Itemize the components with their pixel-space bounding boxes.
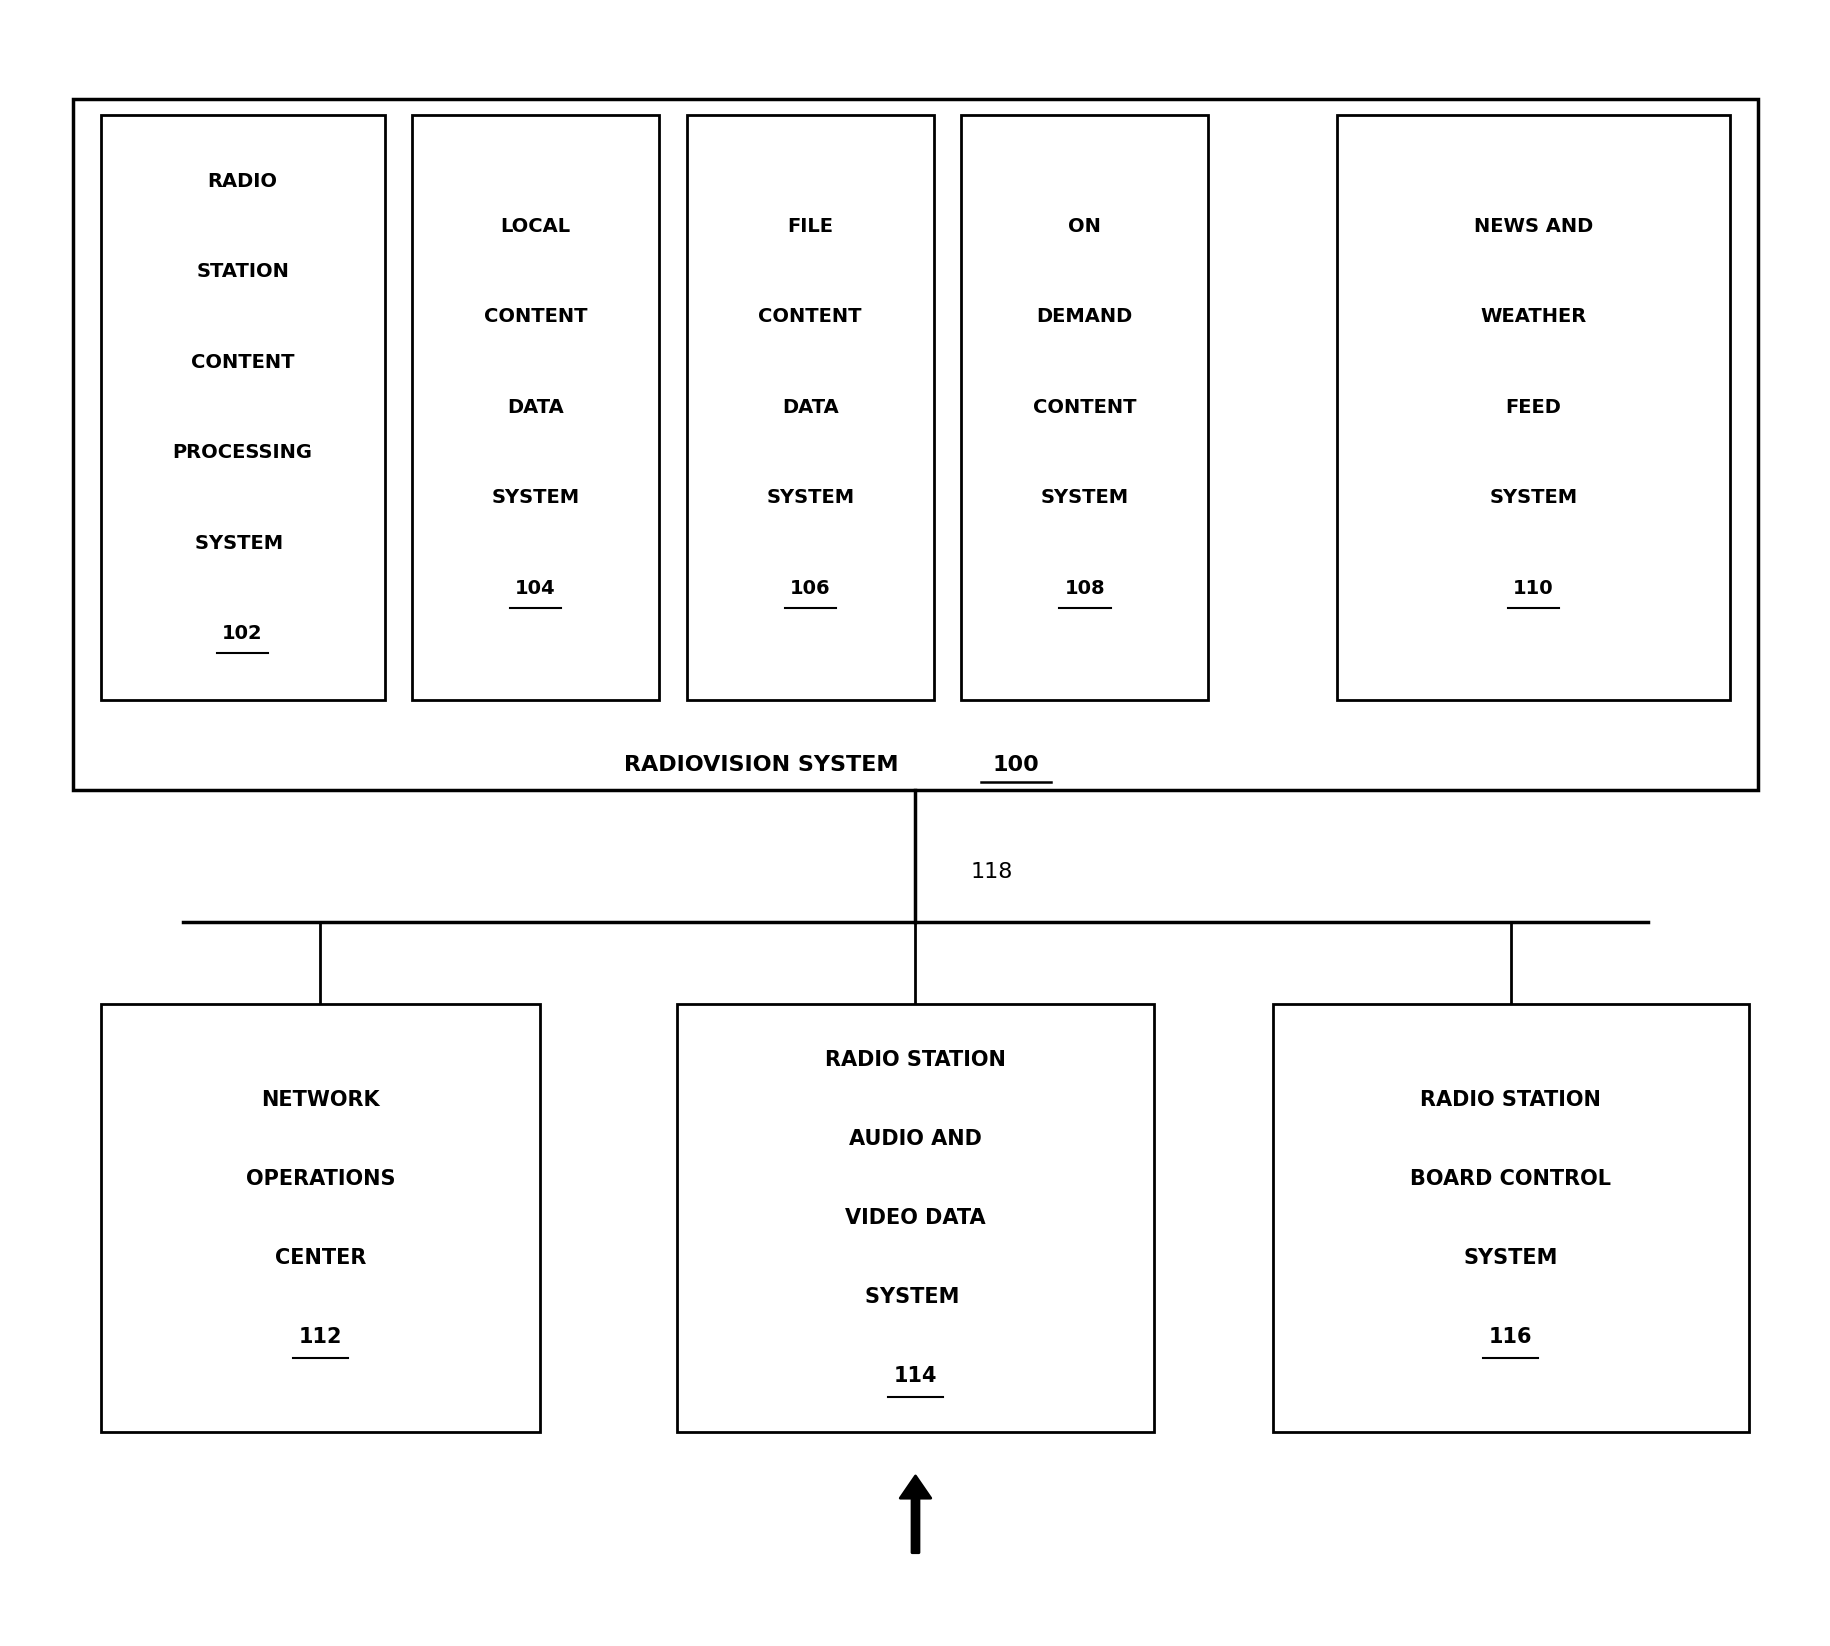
Text: OPERATIONS: OPERATIONS xyxy=(245,1169,395,1188)
Text: AUDIO AND: AUDIO AND xyxy=(849,1129,981,1149)
Text: SYSTEM: SYSTEM xyxy=(196,533,289,553)
Text: WEATHER: WEATHER xyxy=(1479,308,1587,326)
Text: SYSTEM: SYSTEM xyxy=(490,489,580,507)
FancyBboxPatch shape xyxy=(101,1004,540,1432)
Text: RADIO: RADIO xyxy=(207,171,278,191)
Text: CONTENT: CONTENT xyxy=(758,308,862,326)
Text: CONTENT: CONTENT xyxy=(483,308,587,326)
Text: SYSTEM: SYSTEM xyxy=(864,1287,966,1307)
Text: FEED: FEED xyxy=(1504,398,1561,416)
Text: RADIO STATION: RADIO STATION xyxy=(1420,1090,1599,1109)
Text: PROCESSING: PROCESSING xyxy=(172,443,313,463)
FancyBboxPatch shape xyxy=(412,115,659,700)
Text: DEMAND: DEMAND xyxy=(1036,308,1133,326)
Text: VIDEO DATA: VIDEO DATA xyxy=(845,1208,985,1228)
Text: 102: 102 xyxy=(221,624,264,644)
Text: LOCAL: LOCAL xyxy=(500,217,571,235)
FancyBboxPatch shape xyxy=(73,99,1757,790)
Text: 116: 116 xyxy=(1488,1327,1532,1346)
Text: NETWORK: NETWORK xyxy=(262,1090,379,1109)
Text: DATA: DATA xyxy=(507,398,564,416)
Text: DATA: DATA xyxy=(781,398,838,416)
Text: 104: 104 xyxy=(514,579,556,597)
Text: 100: 100 xyxy=(992,756,1039,775)
Text: SYSTEM: SYSTEM xyxy=(1488,489,1577,507)
FancyBboxPatch shape xyxy=(1336,115,1729,700)
FancyArrowPatch shape xyxy=(900,1476,930,1552)
Text: FILE: FILE xyxy=(787,217,833,235)
Text: 108: 108 xyxy=(1063,579,1105,597)
FancyBboxPatch shape xyxy=(686,115,933,700)
Text: CONTENT: CONTENT xyxy=(1032,398,1136,416)
Text: CONTENT: CONTENT xyxy=(190,352,295,372)
Text: 106: 106 xyxy=(789,579,831,597)
Text: SYSTEM: SYSTEM xyxy=(1039,489,1129,507)
Text: 110: 110 xyxy=(1512,579,1554,597)
Text: RADIOVISION SYSTEM: RADIOVISION SYSTEM xyxy=(624,756,906,775)
Text: SYSTEM: SYSTEM xyxy=(765,489,855,507)
Text: BOARD CONTROL: BOARD CONTROL xyxy=(1409,1169,1610,1188)
Text: ON: ON xyxy=(1069,217,1100,235)
Text: NEWS AND: NEWS AND xyxy=(1473,217,1592,235)
Text: 118: 118 xyxy=(970,863,1012,882)
Text: 114: 114 xyxy=(893,1366,937,1386)
Text: STATION: STATION xyxy=(196,262,289,281)
Text: 112: 112 xyxy=(298,1327,342,1346)
FancyBboxPatch shape xyxy=(677,1004,1153,1432)
FancyBboxPatch shape xyxy=(961,115,1208,700)
Text: CENTER: CENTER xyxy=(274,1248,366,1267)
FancyBboxPatch shape xyxy=(1272,1004,1748,1432)
Text: RADIO STATION: RADIO STATION xyxy=(825,1050,1005,1070)
FancyBboxPatch shape xyxy=(101,115,384,700)
Text: SYSTEM: SYSTEM xyxy=(1462,1248,1557,1267)
